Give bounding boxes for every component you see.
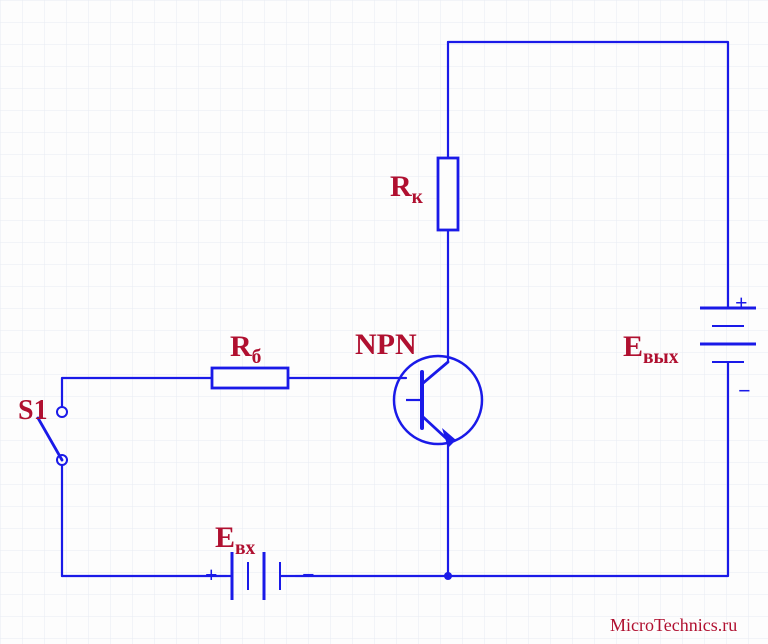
switch-terminal xyxy=(57,407,67,417)
label-rb: Rб xyxy=(230,330,261,369)
resistor xyxy=(212,368,288,388)
label-watermark: MicroTechnics.ru xyxy=(610,615,737,636)
label-evh: Eвх xyxy=(215,521,255,560)
label-npn: NPN xyxy=(355,328,417,362)
label-s1: S1 xyxy=(18,395,48,427)
label-evyh: Eвых xyxy=(623,330,679,369)
label-evh_plus: + xyxy=(205,562,218,588)
label-evyh_plus: + xyxy=(735,290,748,316)
node xyxy=(444,572,452,580)
label-evyh_minus: − xyxy=(738,378,751,404)
circuit-svg xyxy=(0,0,768,644)
circuit-canvas: S1 Rб NPN Rк Eвх Eвых + − + − MicroTechnics.ru xyxy=(0,0,768,644)
label-evh_minus: − xyxy=(302,562,315,588)
label-rk: Rк xyxy=(390,170,423,209)
resistor xyxy=(438,158,458,230)
